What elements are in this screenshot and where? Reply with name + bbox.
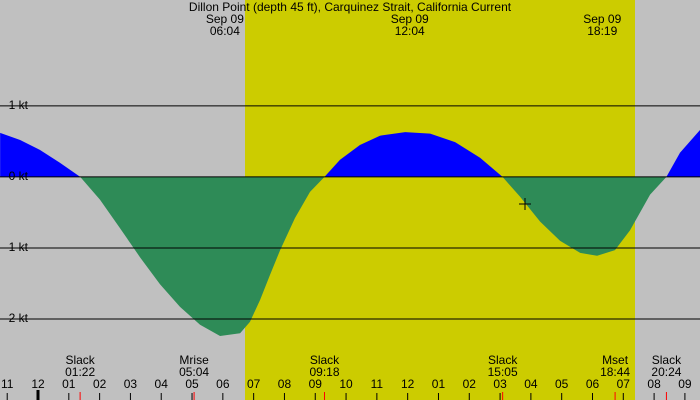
- x-tick-label: 07: [617, 377, 631, 391]
- event-label: Mset: [602, 353, 629, 367]
- x-tick-label: 06: [586, 377, 600, 391]
- x-tick-label: 06: [216, 377, 230, 391]
- x-tick-label: 02: [93, 377, 107, 391]
- x-tick-label: 02: [463, 377, 477, 391]
- x-tick-label: 12: [401, 377, 415, 391]
- x-tick-label: 08: [278, 377, 292, 391]
- sun-date: Sep 09: [583, 12, 621, 26]
- x-tick-label: 01: [62, 377, 76, 391]
- x-tick-label: 08: [647, 377, 661, 391]
- event-label: Slack: [65, 353, 95, 367]
- flood-area: [324, 132, 503, 177]
- event-label: Slack: [310, 353, 340, 367]
- x-tick-label: 09: [309, 377, 323, 391]
- sun-time: 18:19: [587, 24, 617, 38]
- x-tick-label: 07: [247, 377, 261, 391]
- current-areas: [0, 130, 700, 337]
- event-label: Slack: [652, 353, 682, 367]
- x-tick-label: 03: [493, 377, 507, 391]
- event-label: Slack: [488, 353, 518, 367]
- x-tick-label: 04: [524, 377, 538, 391]
- event-time: 05:04: [179, 365, 209, 379]
- cursor-cross: [519, 198, 531, 210]
- sun-time: 06:04: [210, 24, 240, 38]
- event-time: 20:24: [651, 365, 681, 379]
- event-label: Mrise: [179, 353, 209, 367]
- x-tick-label: 01: [432, 377, 446, 391]
- ebb-area: [80, 176, 325, 337]
- ebb-area: [502, 176, 667, 256]
- y-tick-label: 0 kt: [9, 169, 29, 183]
- sun-time: 12:04: [395, 24, 425, 38]
- x-tick-label: 09: [678, 377, 692, 391]
- chart-title: Dillon Point (depth 45 ft), Carquinez St…: [189, 0, 512, 14]
- flood-area: [0, 132, 81, 177]
- flood-area: [666, 130, 700, 177]
- event-time: 15:05: [488, 365, 518, 379]
- labels: 1 kt 0 kt -1 kt -2 kt 11 12 01 02 03 04 05 06 07 08 09…: [1, 12, 692, 391]
- x-tick-label: 12: [31, 377, 45, 391]
- event-time: 18:44: [600, 365, 630, 379]
- sun-date: Sep 09: [206, 12, 244, 26]
- x-tick-label: 11: [1, 377, 14, 391]
- grid: [0, 105, 700, 400]
- event-time: 01:22: [65, 365, 95, 379]
- y-tick-label: -2 kt: [5, 311, 29, 325]
- x-tick-label: 11: [371, 377, 384, 391]
- event-time: 09:18: [309, 365, 339, 379]
- y-tick-label: -1 kt: [5, 240, 29, 254]
- x-tick-label: 05: [555, 377, 569, 391]
- x-tick-label: 03: [124, 377, 138, 391]
- y-tick-label: 1 kt: [9, 98, 29, 112]
- x-tick-label: 10: [339, 377, 353, 391]
- sun-date: Sep 09: [391, 12, 429, 26]
- x-tick-label: 04: [155, 377, 169, 391]
- x-tick-label: 05: [185, 377, 199, 391]
